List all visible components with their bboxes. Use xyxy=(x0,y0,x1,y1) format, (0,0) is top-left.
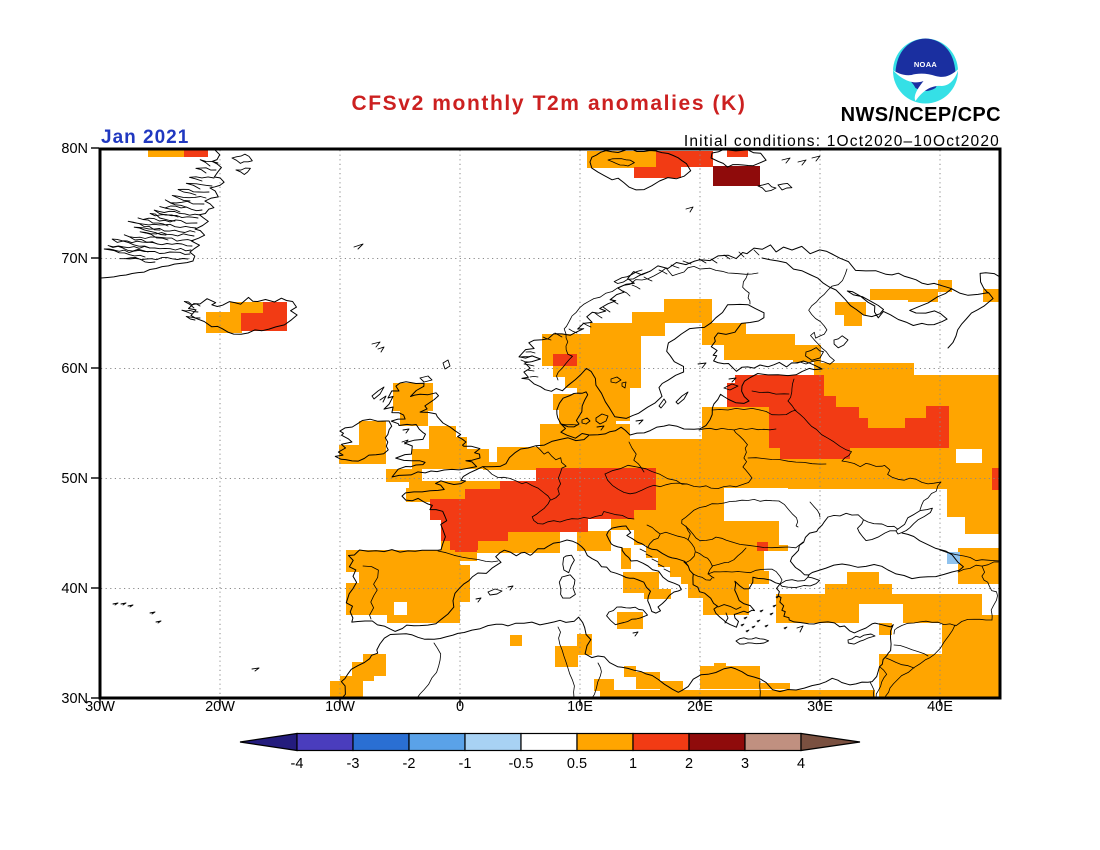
svg-text:Jan 2021: Jan 2021 xyxy=(101,127,189,148)
svg-text:NWS/NCEP/CPC: NWS/NCEP/CPC xyxy=(841,104,1001,126)
svg-text:70N: 70N xyxy=(61,251,88,267)
svg-text:4: 4 xyxy=(797,756,805,772)
svg-text:0.5: 0.5 xyxy=(567,756,587,772)
svg-text:NOAA: NOAA xyxy=(914,60,938,69)
svg-text:40N: 40N xyxy=(61,581,88,597)
svg-text:2: 2 xyxy=(685,756,693,772)
svg-text:50N: 50N xyxy=(61,471,88,487)
svg-text:10E: 10E xyxy=(567,699,593,715)
svg-text:-0.5: -0.5 xyxy=(509,756,534,772)
svg-text:-2: -2 xyxy=(403,756,416,772)
svg-text:20W: 20W xyxy=(205,699,235,715)
svg-text:10W: 10W xyxy=(325,699,355,715)
svg-text:0: 0 xyxy=(456,699,464,715)
svg-text:-4: -4 xyxy=(291,756,304,772)
svg-text:-1: -1 xyxy=(459,756,472,772)
svg-text:80N: 80N xyxy=(61,141,88,157)
svg-text:CFSv2 monthly T2m anomalies (K: CFSv2 monthly T2m anomalies (K) xyxy=(351,92,746,115)
svg-text:3: 3 xyxy=(741,756,749,772)
svg-text:30E: 30E xyxy=(807,699,833,715)
svg-text:20E: 20E xyxy=(687,699,713,715)
svg-text:40E: 40E xyxy=(927,699,953,715)
svg-text:30W: 30W xyxy=(85,699,115,715)
svg-text:Initial conditions: 1Oct2020–: Initial conditions: 1Oct2020–10Oct2020 xyxy=(684,133,1000,150)
svg-text:1: 1 xyxy=(629,756,637,772)
svg-text:60N: 60N xyxy=(61,361,88,377)
svg-text:-3: -3 xyxy=(347,756,360,772)
svg-text:30N: 30N xyxy=(61,691,88,707)
